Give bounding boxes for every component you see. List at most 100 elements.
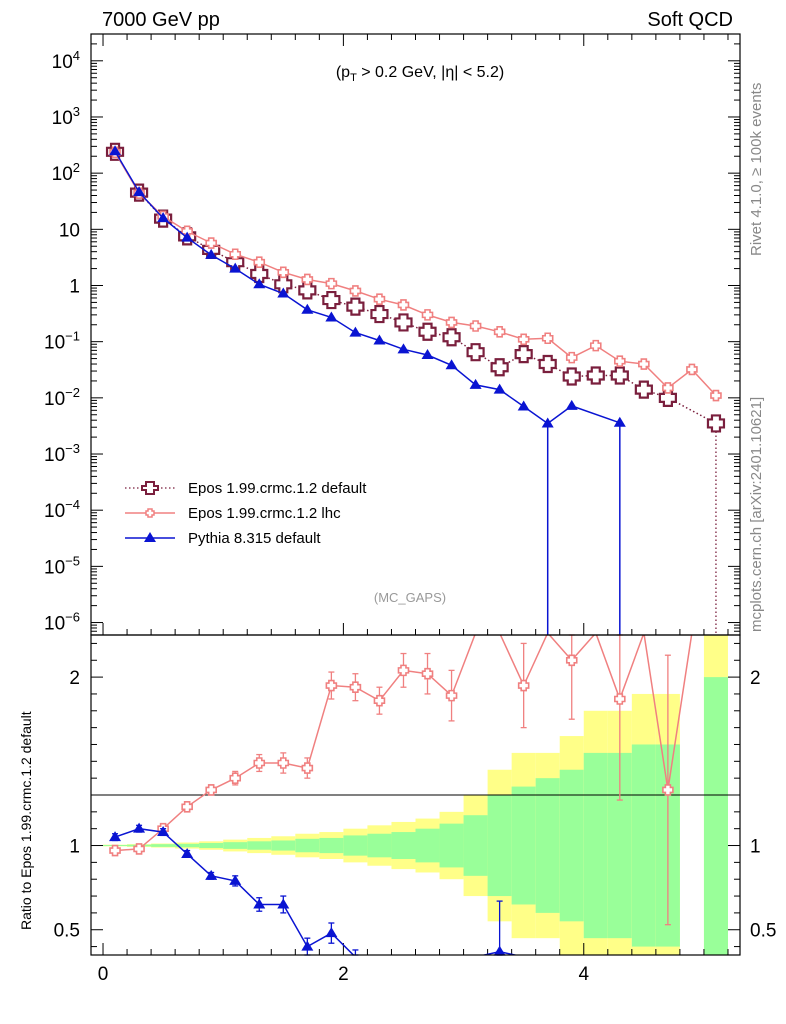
cuts-annotation: (pT > 0.2 GeV, |η| < 5.2) <box>280 64 560 84</box>
data-point-0 <box>394 313 413 332</box>
ratio-y-tick-label-left: 1 <box>69 837 80 858</box>
cuts-text-main: (p <box>335 64 351 81</box>
ratio-point-1 <box>109 844 121 857</box>
ratio-point-2 <box>205 869 218 880</box>
legend-swatch-epos-default <box>125 481 175 495</box>
data-point-1 <box>349 285 362 297</box>
band-green-bin <box>391 832 416 859</box>
ratio-panel-frame <box>90 634 741 956</box>
band-green-bin <box>703 677 728 955</box>
ratio-point-1 <box>229 772 242 784</box>
ratio-point-1 <box>445 689 458 702</box>
y-tick-label: 10−4 <box>44 497 80 522</box>
data-point-2 <box>421 348 434 359</box>
ratio-point-1 <box>301 762 314 774</box>
data-point-0 <box>346 297 365 316</box>
y-tick-label: 10−1 <box>44 329 80 354</box>
legend-swatch-pythia <box>125 532 175 542</box>
data-point-2 <box>229 262 242 273</box>
ratio-point-1 <box>662 784 674 796</box>
data-point-1 <box>229 248 242 261</box>
data-point-2 <box>325 311 338 322</box>
ratio-point-2 <box>301 940 314 951</box>
top-panel-series <box>105 142 726 635</box>
data-point-1 <box>614 355 626 367</box>
data-point-2 <box>181 231 194 242</box>
y-tick-label-exponent: −1 <box>65 329 80 344</box>
y-tick-label: 1 <box>69 276 80 297</box>
data-point-2 <box>253 278 266 289</box>
analysis-label: (MC_GAPS) <box>373 590 447 605</box>
data-point-0 <box>634 380 653 399</box>
y-tick-label-exponent: 2 <box>73 160 80 175</box>
data-point-0 <box>610 366 629 385</box>
y-tick-label: 10−5 <box>44 553 80 578</box>
ratio-point-2 <box>253 898 266 909</box>
ratio-point-2 <box>277 898 290 909</box>
data-point-1 <box>686 363 698 376</box>
legend-label-pythia: Pythia 8.315 default <box>188 529 321 547</box>
y-tick-label-exponent: −3 <box>65 441 80 456</box>
data-point-1 <box>325 277 338 290</box>
y-tick-label: 10−3 <box>44 441 80 466</box>
cuts-text-sub: T <box>350 72 357 85</box>
legend-entry-epos-default: Epos 1.99.crmc.1.2 default <box>120 476 366 500</box>
data-point-1 <box>421 309 434 321</box>
ratio-y-tick-label-right: 0.5 <box>750 921 776 942</box>
x-tick-label: 2 <box>338 964 349 985</box>
y-tick-label: 10 <box>59 220 80 241</box>
data-point-2 <box>493 383 506 394</box>
data-point-1 <box>589 339 602 352</box>
series-line-2 <box>114 150 621 425</box>
ratio-point-2 <box>157 826 170 837</box>
y-tick-label-exponent: −4 <box>65 497 80 512</box>
legend-swatch-epos-lhc <box>125 508 175 518</box>
ratio-panel-series <box>109 634 693 956</box>
legend-entry-pythia: Pythia 8.315 default <box>120 526 321 550</box>
data-point-2 <box>613 416 626 427</box>
data-point-1 <box>541 332 554 345</box>
data-point-1 <box>493 325 506 338</box>
data-point-0 <box>298 281 317 300</box>
y-tick-label: 103 <box>52 104 80 129</box>
data-point-1 <box>301 273 314 286</box>
y-tick-label: 10−6 <box>44 610 80 635</box>
band-green-bin <box>271 840 296 851</box>
data-point-0 <box>538 354 557 374</box>
data-point-2 <box>157 212 170 223</box>
band-green-bin <box>223 842 248 849</box>
collision-label: 7000 GeV pp <box>102 9 220 31</box>
band-green-bin <box>343 835 368 856</box>
data-point-0 <box>490 358 509 377</box>
ratio-point-1 <box>325 679 338 692</box>
band-green-bin <box>319 837 344 854</box>
band-green-bin <box>175 843 200 848</box>
band-green-bin <box>415 828 440 863</box>
legend-label-epos-lhc: Epos 1.99.crmc.1.2 lhc <box>188 504 341 522</box>
y-tick-label-base: 10 <box>44 445 65 466</box>
data-point-1 <box>517 333 530 346</box>
ratio-point-1 <box>349 681 362 694</box>
x-tick-label: 0 <box>98 964 109 985</box>
y-tick-label-exponent: 4 <box>73 48 80 63</box>
y-tick-label-base: 10 <box>44 333 65 354</box>
data-point-2 <box>109 145 122 156</box>
ratio-point-2 <box>493 945 506 956</box>
data-point-2 <box>277 287 290 298</box>
data-point-1 <box>397 299 410 311</box>
data-point-1 <box>710 389 722 402</box>
band-green-bin <box>535 778 560 913</box>
data-point-2 <box>565 399 578 410</box>
ratio-y-tick-label-left: 0.5 <box>54 921 80 942</box>
y-tick-label-base: 10 <box>44 389 65 410</box>
data-point-0 <box>658 388 677 407</box>
data-point-1 <box>638 358 650 370</box>
ratio-point-2 <box>229 874 242 885</box>
y-tick-label-base: 10 <box>44 614 65 635</box>
mcplots-reference-label: mcplots.cern.ch [arXiv:2401.10621] <box>748 396 765 632</box>
ratio-point-1 <box>205 784 217 796</box>
data-point-2 <box>205 248 218 259</box>
data-point-2 <box>133 186 146 197</box>
data-point-0 <box>466 343 485 362</box>
data-point-2 <box>445 359 458 370</box>
